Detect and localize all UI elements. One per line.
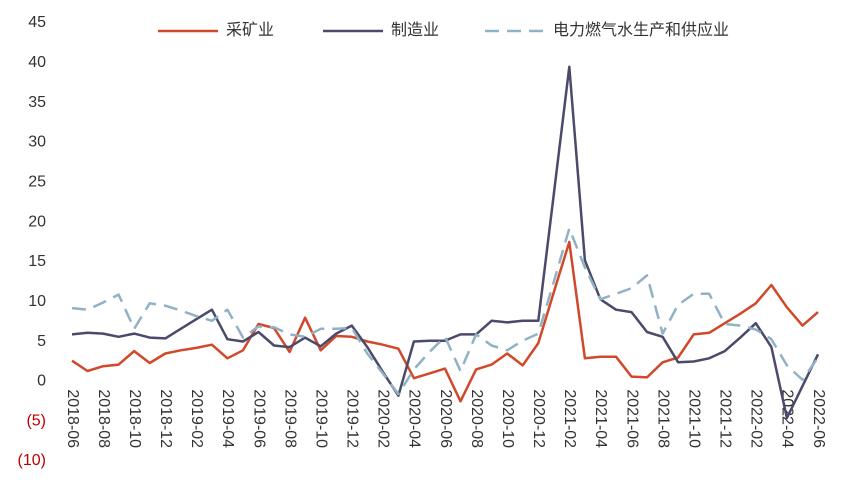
x-tick-label: 2021-04 [592, 389, 609, 448]
x-tick-label: 2022-02 [748, 389, 765, 448]
x-tick-label: 2018-06 [64, 389, 81, 448]
y-tick-label: 30 [28, 134, 46, 151]
x-tick-label: 2020-10 [499, 389, 516, 448]
x-tick-label: 2020-02 [375, 389, 392, 448]
x-tick-label: 2021-06 [623, 389, 640, 448]
series-line [71, 65, 820, 420]
x-tick-label: 2021-12 [717, 389, 734, 448]
y-tick-label: 0 [37, 373, 46, 390]
y-tick-label: 20 [28, 213, 46, 230]
y-tick-label: 5 [37, 333, 46, 350]
y-tick-label: 15 [28, 253, 46, 270]
y-tick-label: (10) [18, 452, 46, 469]
y-tick-label: 45 [28, 14, 46, 31]
x-tick-label: 2020-06 [437, 389, 454, 448]
x-tick-label: 2021-02 [561, 389, 578, 448]
legend-label: 采矿业 [226, 21, 274, 39]
x-tick-label: 2022-06 [810, 389, 827, 448]
y-tick-label: (5) [26, 412, 46, 429]
x-tick-label: 2019-04 [219, 389, 236, 448]
x-tick-label: 2021-10 [685, 389, 702, 448]
x-tick-label: 2020-04 [406, 389, 423, 448]
x-tick-label: 2019-12 [344, 389, 361, 448]
x-tick-label: 2018-10 [126, 389, 143, 448]
x-tick-label: 2018-12 [157, 389, 174, 448]
series-line [71, 240, 819, 403]
y-tick-label: 10 [28, 293, 46, 310]
x-tick-label: 2021-08 [654, 389, 671, 448]
x-tick-label: 2020-12 [530, 389, 547, 448]
y-tick-label: 35 [28, 94, 46, 111]
x-tick-label: 2020-08 [468, 389, 485, 448]
x-tick-label: 2018-08 [95, 389, 112, 448]
legend-label: 制造业 [391, 21, 439, 39]
x-tick-label: 2019-02 [188, 389, 205, 448]
x-tick-label: 2019-08 [281, 389, 298, 448]
x-tick-label: 2019-06 [250, 389, 267, 448]
legend-label: 电力燃气水生产和供应业 [553, 20, 729, 39]
series-line [71, 227, 820, 396]
x-tick-label: 2019-10 [312, 389, 329, 448]
y-tick-label: 25 [28, 173, 46, 190]
y-tick-label: 40 [28, 54, 46, 71]
